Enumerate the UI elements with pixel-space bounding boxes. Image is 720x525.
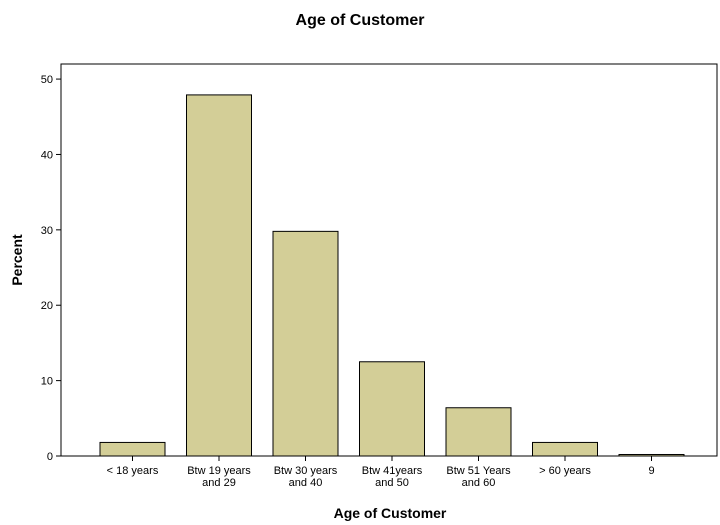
- bar: [99, 441, 166, 457]
- x-tick-label: Btw 30 years: [274, 465, 338, 477]
- x-tick-label: and 29: [202, 477, 236, 489]
- y-tick-label: 10: [41, 376, 53, 388]
- bar: [532, 441, 598, 457]
- x-tick-label: < 18 years: [107, 465, 159, 477]
- bar: [186, 94, 252, 457]
- x-tick-label: Btw 19 years: [187, 465, 251, 477]
- x-tick-label: > 60 years: [539, 465, 591, 477]
- y-tick-label: 0: [47, 451, 53, 463]
- x-axis-label: Age of Customer: [334, 505, 447, 521]
- bar: [445, 407, 512, 457]
- bar: [618, 453, 685, 457]
- bar: [359, 361, 425, 457]
- x-tick-label: and 50: [375, 477, 409, 489]
- bar: [272, 230, 339, 457]
- chart-title: Age of Customer: [296, 12, 425, 29]
- x-tick-label: and 60: [462, 477, 496, 489]
- y-axis-label: Percent: [9, 234, 25, 286]
- x-tick-label: Btw 41years: [362, 465, 423, 477]
- x-tick-label: 9: [648, 465, 654, 477]
- y-tick-label: 50: [41, 74, 53, 86]
- y-tick-label: 40: [41, 149, 53, 161]
- y-tick-label: 30: [41, 225, 53, 237]
- x-tick-label: and 40: [289, 477, 323, 489]
- x-tick-label: Btw 51 Years: [446, 465, 511, 477]
- y-tick-label: 20: [41, 300, 53, 312]
